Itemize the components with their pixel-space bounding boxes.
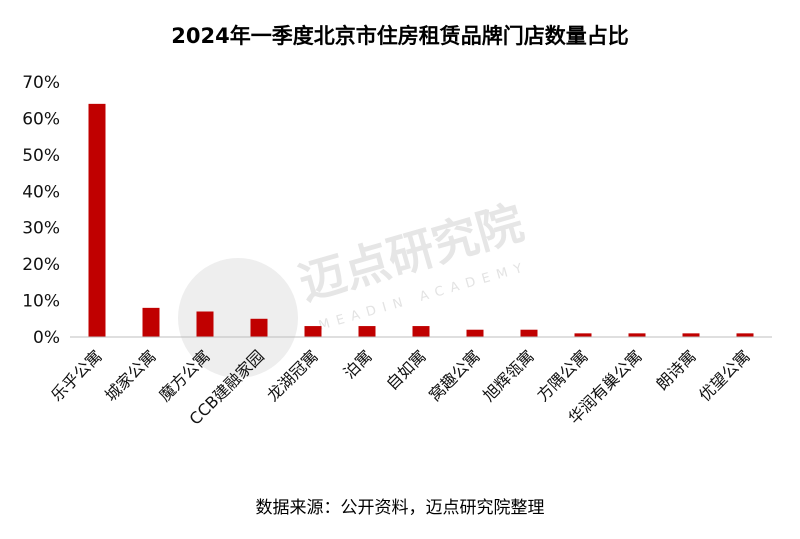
bar <box>574 333 592 337</box>
bar <box>88 103 106 337</box>
y-tick-label: 30% <box>22 219 60 239</box>
x-tick-label: 窝趣公寓 <box>425 346 484 405</box>
bar <box>628 333 646 337</box>
y-tick-label: 50% <box>22 146 60 166</box>
bar <box>520 329 538 337</box>
x-tick-label: 自如寓 <box>382 346 429 393</box>
y-tick-label: 70% <box>22 73 60 93</box>
x-tick-label: 乐乎公寓 <box>47 346 106 405</box>
x-tick-label: 城家公寓 <box>101 346 160 405</box>
bar <box>466 329 484 337</box>
bar <box>412 326 430 337</box>
bar <box>304 326 322 337</box>
x-tick-label: 泊寓 <box>340 346 376 382</box>
y-tick-label: 60% <box>22 109 60 129</box>
y-tick-label: 20% <box>22 255 60 275</box>
y-axis: 0% 10% 20% 30% 40% 50% 60% 70% <box>22 73 60 348</box>
source-note: 数据来源：公开资料，迈点研究院整理 <box>255 498 545 518</box>
bar <box>736 333 754 337</box>
bar <box>196 311 214 337</box>
y-tick-label: 0% <box>33 328 60 348</box>
y-tick-label: 10% <box>22 292 60 312</box>
chart-title: 2024年一季度北京市住房租赁品牌门店数量占比 <box>171 24 629 48</box>
x-tick-label: 朗诗寓 <box>652 346 699 393</box>
watermark: 迈点研究院 MEADIN ACADEMY <box>178 195 531 378</box>
x-tick-label: 旭辉瓴寓 <box>479 346 538 405</box>
bar <box>682 333 700 337</box>
bar <box>142 307 160 337</box>
bars <box>88 103 754 337</box>
watermark-logo-icon <box>178 258 298 378</box>
x-tick-label: 优望公寓 <box>695 346 754 405</box>
bar <box>358 326 376 337</box>
bar <box>250 318 268 337</box>
y-tick-label: 40% <box>22 182 60 202</box>
